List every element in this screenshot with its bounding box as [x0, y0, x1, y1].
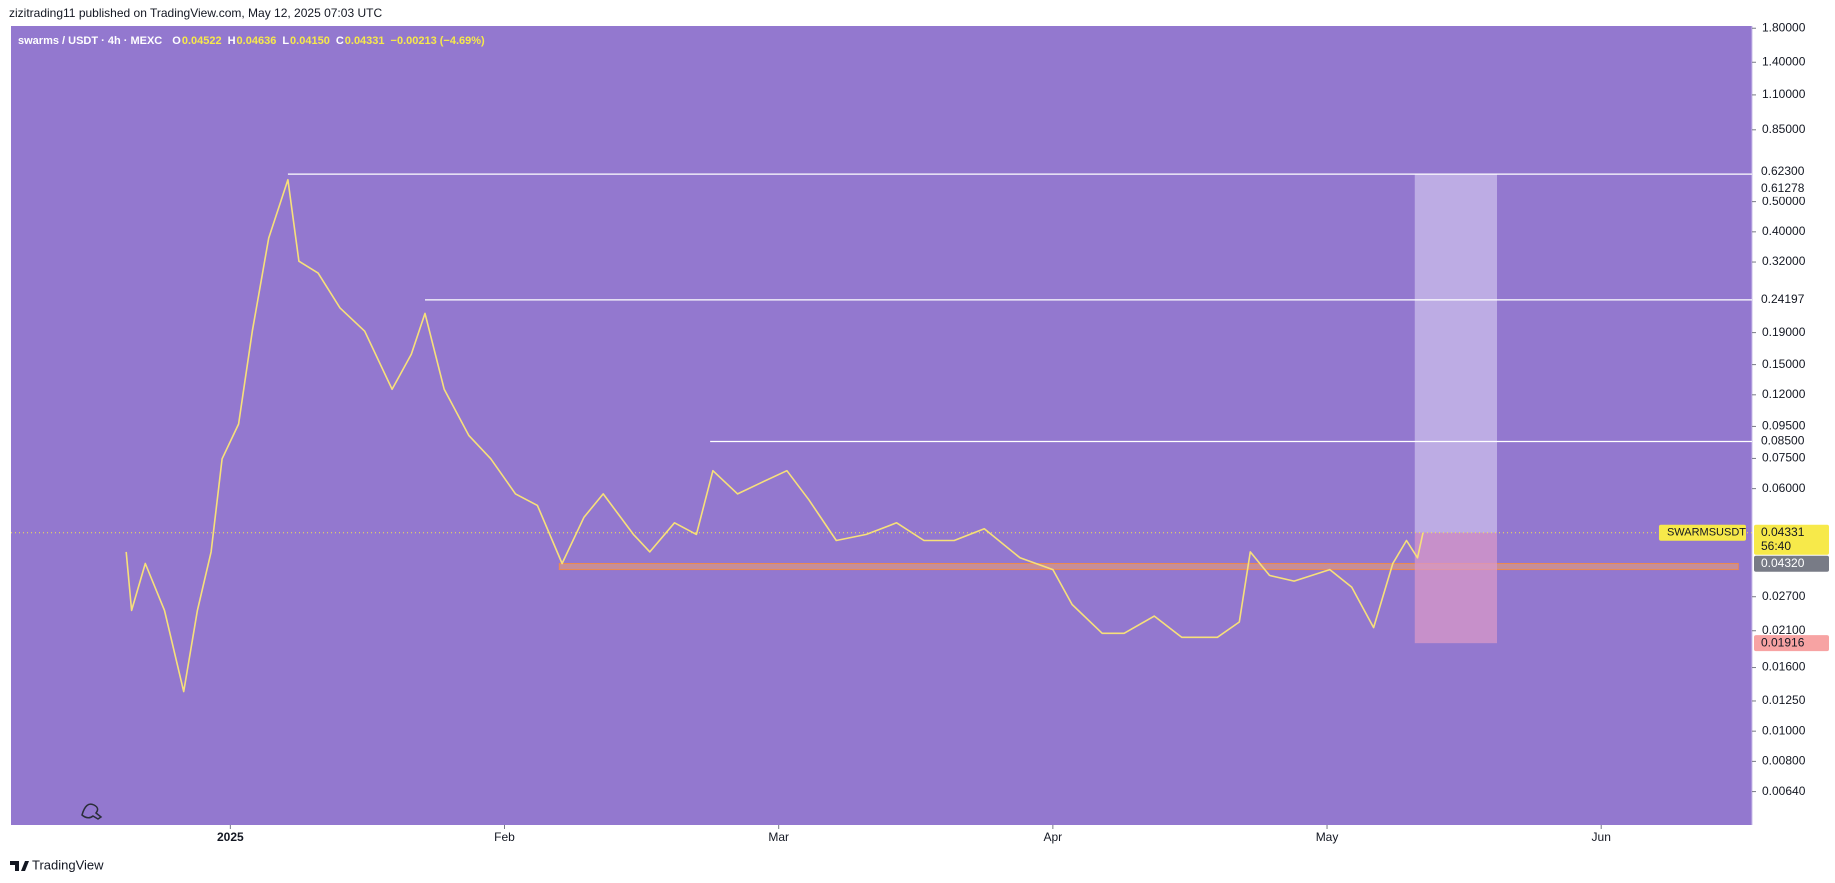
level-label: 0.61278 [1761, 181, 1805, 195]
y-tick-label: 0.19000 [1762, 325, 1806, 339]
y-tick-label: 0.12000 [1762, 387, 1806, 401]
y-tick-label: 1.10000 [1762, 87, 1806, 101]
ohlc-value: 0.04150 [290, 35, 330, 47]
ohlc-label: C [336, 35, 344, 47]
ohlc-value: 0.04331 [345, 35, 385, 47]
y-tick-label: 0.01600 [1762, 660, 1806, 674]
symbol-label: SWARMSUSDT [1667, 527, 1746, 539]
level-label: 0.04331 [1761, 525, 1805, 539]
level-label-box [1754, 555, 1829, 572]
y-tick-label: 0.02100 [1762, 623, 1806, 637]
footer-logo: TradingView [10, 857, 104, 872]
x-tick-label: Feb [494, 830, 515, 844]
footer-brand: TradingView [32, 857, 104, 872]
y-tick-label: 1.80000 [1762, 20, 1806, 34]
level-label-box [1754, 433, 1829, 450]
countdown: 56:40 [1761, 539, 1791, 553]
symbol-label-box [1658, 524, 1746, 541]
support-zone [558, 563, 1739, 571]
logo-mark [10, 861, 29, 871]
level-label-box [1754, 524, 1829, 555]
y-tick-label: 0.00640 [1762, 784, 1806, 798]
dino-icon [81, 803, 103, 820]
level-label-box [1754, 291, 1829, 308]
y-tick-label: 0.85000 [1762, 122, 1806, 136]
plot: swarms / USDT · 4h · MEXC O 0.04522 H 0.0463… [11, 35, 1752, 693]
y-tick-label: 0.06000 [1762, 481, 1806, 495]
y-tick-label: 1.40000 [1762, 54, 1806, 68]
x-tick-label: Jun [1592, 830, 1611, 844]
level-label-box [1754, 163, 1829, 180]
ohlc-value: 0.04522 [182, 35, 222, 47]
price-line [125, 178, 1424, 693]
ohlc-value: 0.04636 [237, 35, 277, 47]
y-tick-label: 0.40000 [1762, 224, 1806, 238]
level-label: 0.24197 [1761, 292, 1805, 306]
x-tick-label: Apr [1044, 830, 1063, 844]
y-tick-label: 0.07500 [1762, 451, 1806, 465]
level-label-box [1754, 635, 1829, 652]
ohlc-label: O [172, 35, 181, 47]
level-label: 0.01916 [1761, 635, 1805, 649]
y-tick-label: 0.02700 [1762, 589, 1806, 603]
y-tick-label: 0.01250 [1762, 693, 1806, 707]
position-stop [1414, 532, 1498, 644]
change: −0.00213 (−4.69%) [391, 35, 486, 47]
level-label: 0.04320 [1761, 556, 1805, 570]
level-label: 0.62300 [1761, 164, 1805, 178]
x-tick-label: May [1316, 830, 1339, 844]
y-tick-label: 0.15000 [1762, 357, 1806, 371]
publish-header: zizitrading11 published on TradingView.c… [9, 6, 382, 20]
y-tick-label: 0.09500 [1762, 419, 1806, 433]
position-target [1414, 174, 1498, 533]
symbol-title: swarms / USDT · 4h · MEXC [18, 35, 162, 47]
x-tick-label: Mar [768, 830, 789, 844]
y-tick-label: 0.32000 [1762, 254, 1806, 268]
y-tick-label: 0.50000 [1762, 194, 1806, 208]
ohlc-label: H [228, 35, 236, 47]
level-label-box [1754, 180, 1829, 197]
ohlc-label: L [282, 35, 289, 47]
y-tick-label: 0.00800 [1762, 754, 1806, 768]
x-tick-label: 2025 [217, 830, 244, 844]
y-tick-label: 0.01000 [1762, 723, 1806, 737]
level-label: 0.08500 [1761, 434, 1805, 448]
